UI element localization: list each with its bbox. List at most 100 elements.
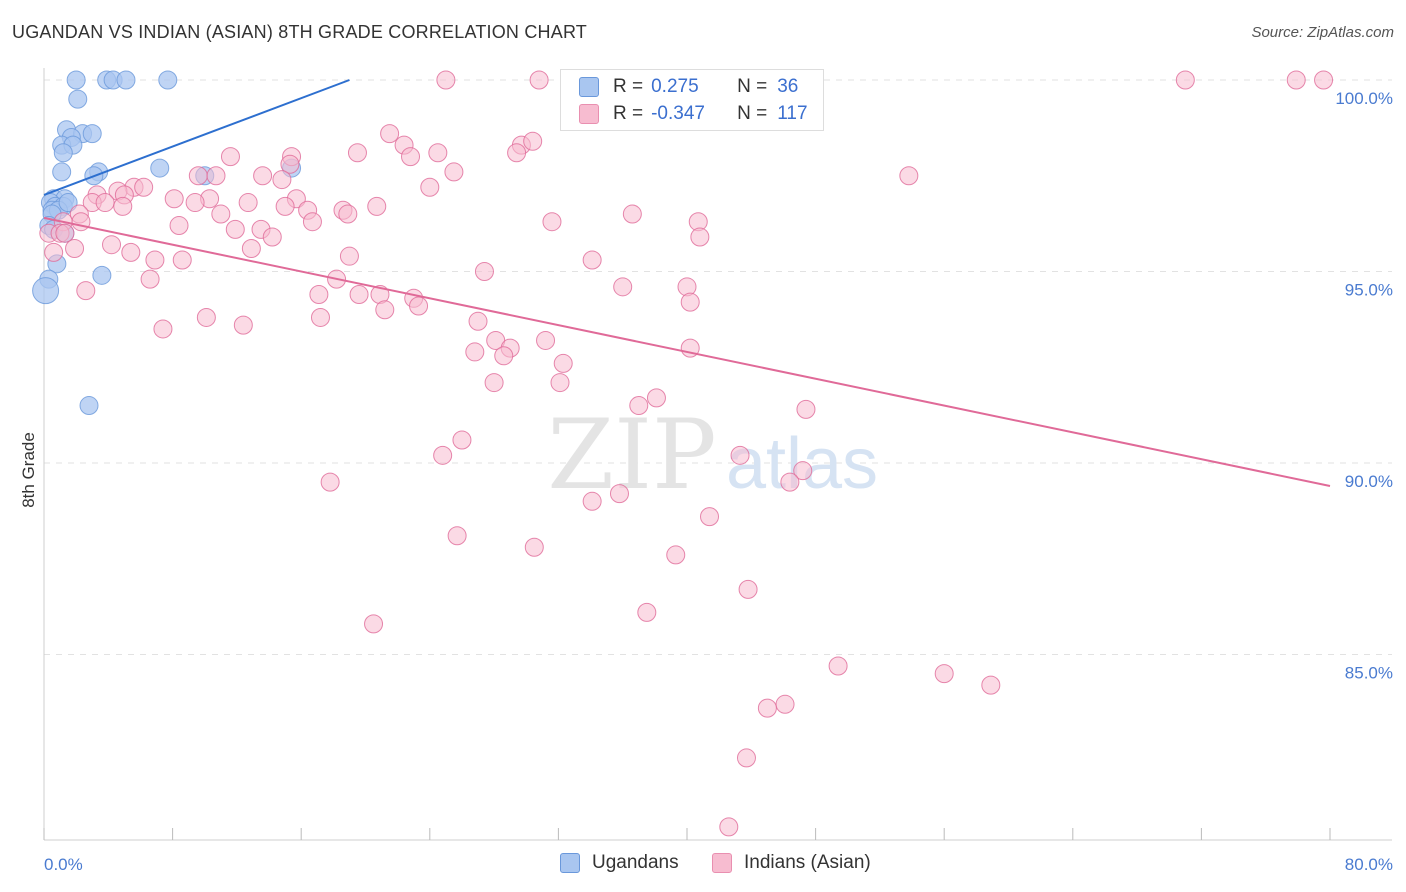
indian-point: [55, 223, 75, 243]
indian-point: [465, 342, 485, 362]
indian-point: [367, 196, 387, 216]
indian-point: [253, 166, 273, 186]
legend-row-ugandans: R = 0.275 N = 36: [579, 75, 798, 99]
indian-point: [609, 484, 629, 504]
indian-point: [507, 143, 527, 163]
indian-point: [238, 193, 258, 213]
indian-point: [272, 170, 292, 190]
indian-point: [310, 307, 330, 327]
ugandan-point: [92, 265, 112, 285]
indian-point: [145, 250, 165, 270]
ugandan-point: [150, 158, 170, 178]
legend-label-ugandans: Ugandans: [592, 852, 679, 873]
legend-label-indians: Indians (Asian): [744, 852, 871, 873]
indian-point: [629, 396, 649, 416]
indian-point: [736, 748, 756, 768]
indian-point: [793, 461, 813, 481]
indian-point: [102, 235, 122, 255]
legend-row-indians: R = -0.347 N = 117: [579, 102, 808, 126]
x-tick-label: 80.0%: [1345, 855, 1393, 874]
legend-n-label: N =: [737, 76, 768, 97]
indian-point: [444, 162, 464, 182]
indian-point: [433, 445, 453, 465]
ugandan-point: [116, 70, 136, 90]
ugandan-point: [58, 193, 78, 213]
ugandan-point: [53, 143, 73, 163]
indian-point: [494, 346, 514, 366]
indian-point: [347, 143, 367, 163]
indian-point: [524, 537, 544, 557]
legend-n-value: 36: [777, 76, 799, 97]
ugandan-point: [79, 396, 99, 416]
indian-point: [302, 212, 322, 232]
y-tick-label: 95.0%: [1345, 281, 1393, 300]
indian-point: [1286, 70, 1306, 90]
chart-title: UGANDAN VS INDIAN (ASIAN) 8TH GRADE CORR…: [12, 22, 588, 42]
indian-point: [428, 143, 448, 163]
indian-point: [364, 614, 384, 634]
indian-point: [401, 147, 421, 167]
indian-point: [828, 656, 848, 676]
legend-swatch-blue: [579, 77, 599, 97]
trend-lines: [43, 79, 1331, 487]
indian-point: [719, 817, 739, 837]
indian-point: [233, 315, 253, 335]
indian-point: [436, 70, 456, 90]
legend-item-indians: Indians (Asian): [712, 852, 871, 874]
indian-point: [185, 193, 205, 213]
legend-n-value: 117: [777, 103, 808, 124]
indian-point: [622, 204, 642, 224]
indian-point: [1314, 70, 1334, 90]
indian-point: [188, 166, 208, 186]
ugandan-point: [68, 89, 88, 109]
indian-point: [690, 227, 710, 247]
indian-point: [320, 472, 340, 492]
indian-point: [796, 399, 816, 419]
tick-labels: 100.0% 95.0% 90.0% 85.0% 0.0% 80.0%: [44, 89, 1393, 874]
watermark-zip: ZIP: [547, 399, 716, 511]
indian-point: [553, 353, 573, 373]
indian-point: [613, 277, 633, 297]
indian-point: [646, 388, 666, 408]
indian-point: [677, 277, 697, 297]
indian-point: [468, 311, 488, 331]
indian-point: [169, 216, 189, 236]
indian-point: [140, 269, 160, 289]
y-tick-label: 90.0%: [1345, 472, 1393, 491]
y-tick-label: 100.0%: [1335, 89, 1393, 108]
indian-point: [225, 219, 245, 239]
axes: [43, 68, 1392, 841]
indian-point: [757, 698, 777, 718]
indian-point: [738, 579, 758, 599]
indian-point: [349, 284, 369, 304]
indian-point: [339, 246, 359, 266]
series-legend: Ugandans Indians (Asian): [0, 852, 1406, 876]
indian-point: [899, 166, 919, 186]
indian-point: [44, 242, 64, 262]
indian-point: [484, 373, 504, 393]
indian-point: [76, 281, 96, 301]
indian-point: [582, 491, 602, 511]
indian-point: [375, 300, 395, 320]
indian-point: [934, 664, 954, 684]
indian-point: [666, 545, 686, 565]
indian-point: [680, 292, 700, 312]
correlation-legend: R = 0.275 N = 36 R = -0.347 N = 117: [560, 69, 824, 131]
indian-point: [637, 602, 657, 622]
indian-point: [172, 250, 192, 270]
watermark: ZIP atlas: [547, 399, 878, 511]
indian-point: [775, 694, 795, 714]
legend-swatch-ugandans: [560, 853, 580, 873]
indian-point: [420, 177, 440, 197]
indians-trend-line: [43, 216, 1331, 487]
ugandans-trend-line: [43, 79, 350, 196]
indian-point: [529, 70, 549, 90]
indian-point: [409, 296, 429, 316]
indian-point: [780, 472, 800, 492]
indian-point: [196, 307, 216, 327]
indian-point: [65, 239, 85, 259]
legend-swatch-pink: [579, 104, 599, 124]
indian-point: [338, 204, 358, 224]
indian-point: [280, 154, 300, 174]
